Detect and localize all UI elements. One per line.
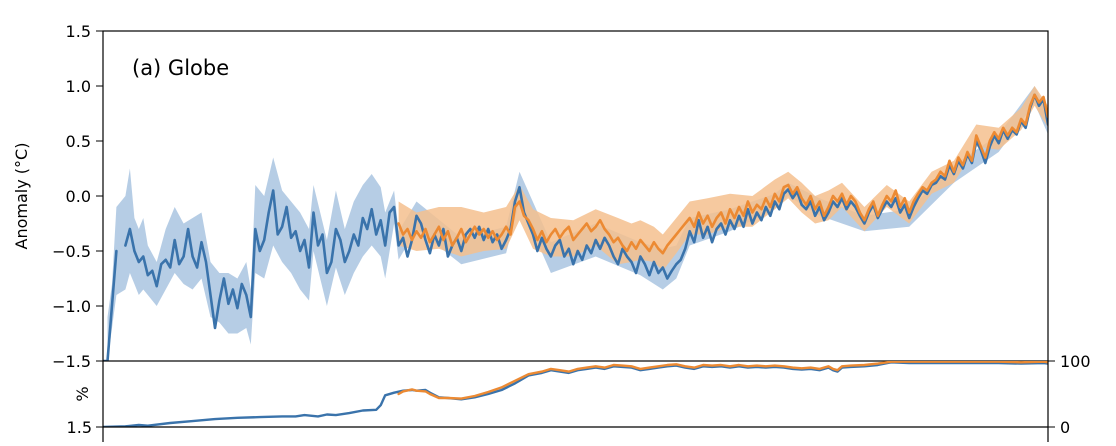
y-tick-label: 1.5: [66, 22, 91, 41]
y-tick-label: 0.0: [66, 187, 91, 206]
y-tick-label: 1.0: [66, 77, 91, 96]
right-y-tick-label: 100: [1060, 352, 1091, 371]
y-tick-label: −0.5: [52, 242, 91, 261]
y-axis-label: Anomaly (°C): [12, 143, 31, 250]
uncertainty-band-1: [398, 86, 1048, 271]
top-panel: −1.5 −1.0 −0.5 0.0 0.5 1.0 1.5 (a) Globe Anoma…: [12, 22, 1049, 371]
panel-label: (a) Globe: [132, 56, 229, 80]
y-tick-label: −1.0: [52, 297, 91, 316]
y-tick-label: −1.5: [52, 352, 91, 371]
right-y-tick-label: 0: [1060, 418, 1070, 437]
bottom-left-tick-label: 1.5: [67, 418, 92, 437]
bottom-y-axis-label: %: [73, 386, 92, 401]
series-line-1: [397, 93, 1048, 255]
coverage-line-0: [103, 361, 1048, 427]
y-tick-label: 0.5: [66, 132, 91, 151]
bottom-panel: 0 100 1.5 %: [67, 352, 1091, 442]
coverage-line-1: [397, 361, 1048, 400]
series-line-0: [103, 93, 1048, 361]
top-panel-frame: [102, 30, 1049, 362]
